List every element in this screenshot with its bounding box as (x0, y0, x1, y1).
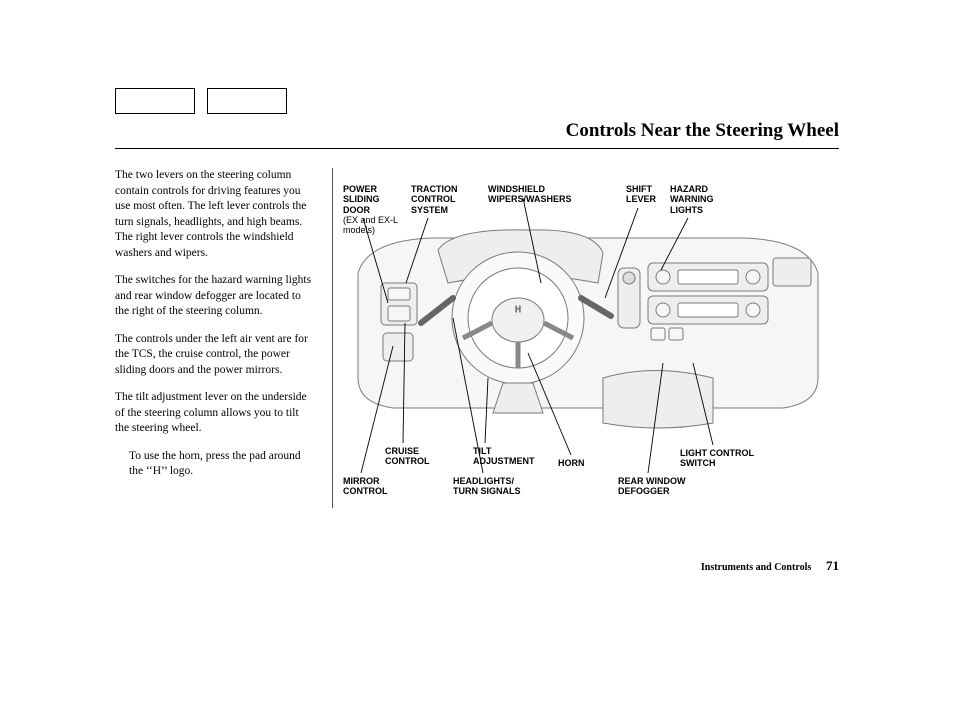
label-shift: SHIFT LEVER (626, 184, 656, 205)
para-4: The tilt adjustment lever on the undersi… (115, 390, 315, 437)
label-windshield: WINDSHIELD WIPERS/WASHERS (488, 184, 572, 205)
title-rule (115, 148, 839, 149)
label-traction: TRACTION CONTROL SYSTEM (411, 184, 458, 215)
label-text: POWER SLIDING DOOR (343, 184, 380, 215)
label-hazard: HAZARD WARNING LIGHTS (670, 184, 714, 215)
tab-box-right (207, 88, 287, 114)
para-2: The switches for the hazard warning ligh… (115, 273, 315, 320)
footer-page-number: 71 (826, 558, 839, 573)
label-rear-defogger: REAR WINDOW DEFOGGER (618, 476, 686, 497)
page: Controls Near the Steering Wheel The two… (0, 0, 954, 710)
label-tilt: TILT ADJUSTMENT (473, 446, 535, 467)
footer-section: Instruments and Controls (701, 562, 811, 573)
diagram: POWER SLIDING DOOR (EX and EX-L models) … (332, 168, 847, 508)
tab-box-left (115, 88, 195, 114)
page-title: Controls Near the Steering Wheel (566, 120, 839, 142)
horn-note: To use the horn, press the pad around th… (129, 449, 315, 480)
label-headlights: HEADLIGHTS/ TURN SIGNALS (453, 476, 521, 497)
label-mirror: MIRROR CONTROL (343, 476, 388, 497)
top-tabs (115, 88, 295, 119)
label-light-control: LIGHT CONTROL SWITCH (680, 448, 754, 469)
dashboard-illustration: H (353, 228, 823, 438)
svg-text:H: H (515, 305, 521, 314)
para-3: The controls under the left air vent are… (115, 332, 315, 379)
label-cruise: CRUISE CONTROL (385, 446, 430, 467)
para-1: The two levers on the steering column co… (115, 168, 315, 261)
body-text: The two levers on the steering column co… (115, 168, 315, 492)
label-horn: HORN (558, 458, 585, 468)
footer: Instruments and Controls 71 (701, 558, 839, 574)
